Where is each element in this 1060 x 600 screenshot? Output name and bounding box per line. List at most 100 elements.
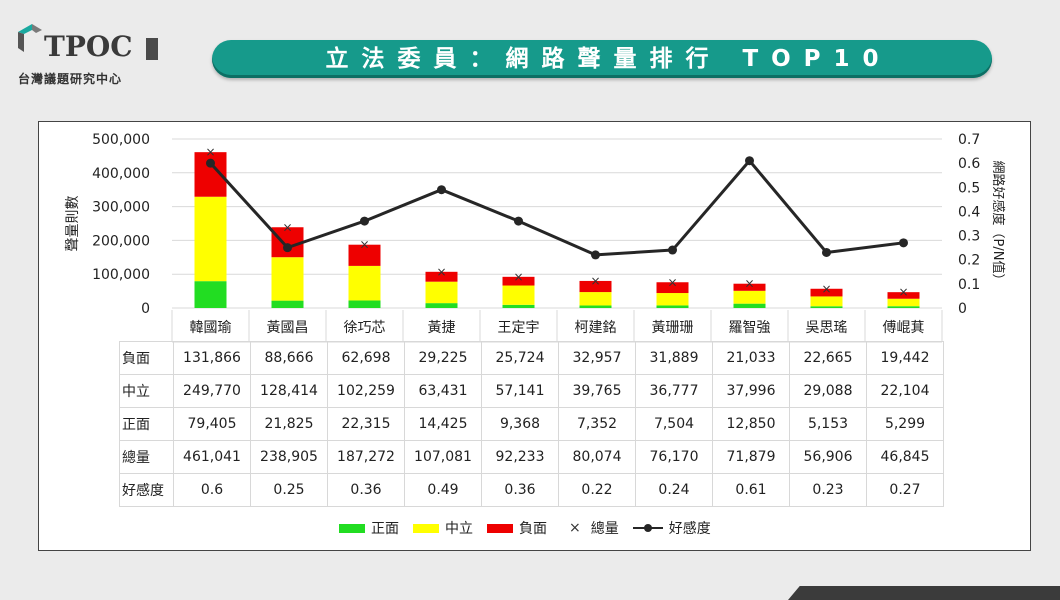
page-title: 立法委員：網路聲量排行 TOP10 — [325, 46, 892, 72]
table-row-label: 好感度 — [119, 473, 174, 507]
x-tick-label: 黃國昌 — [267, 320, 309, 336]
total-marker: × — [282, 220, 292, 234]
bar-segment-positive — [733, 303, 766, 308]
total-marker: × — [744, 277, 754, 291]
table-cell: 0.22 — [558, 473, 636, 507]
logo-text: TPOC — [44, 30, 133, 63]
table-cell: 29,088 — [789, 374, 867, 408]
table-cell: 0.61 — [712, 473, 790, 507]
legend-label-positive: 正面 — [371, 521, 399, 537]
x-tick-label: 吳思瑤 — [806, 320, 848, 336]
legend-swatch-negative — [487, 523, 513, 533]
table-cell: 71,879 — [712, 440, 790, 474]
table-cell: 19,442 — [866, 341, 944, 375]
tpoc-logo: TPOC 台灣議題研究中心 — [14, 18, 164, 90]
total-marker: × — [590, 274, 600, 288]
table-cell: 7,352 — [558, 407, 636, 441]
table-cell: 7,504 — [635, 407, 713, 441]
y-tick-label: 400,000 — [92, 166, 150, 182]
legend-item-total: × 總量 — [561, 518, 619, 538]
table-cell: 0.24 — [635, 473, 713, 507]
table-cell: 238,905 — [250, 440, 328, 474]
data-table: 負面 131,866 88,666 62,698 29,225 25,724 32,957 3… — [119, 341, 944, 507]
y-right-tick-label: 0.7 — [958, 132, 980, 148]
favorability-point — [437, 185, 446, 195]
x-tick-label: 傅崐萁 — [883, 320, 925, 336]
x-tick-label: 羅智強 — [729, 320, 771, 336]
legend-label-total: 總量 — [590, 521, 619, 537]
bar-segment-negative — [733, 283, 766, 291]
table-row-label: 正面 — [119, 407, 174, 441]
y-right-tick-label: 0.6 — [958, 156, 980, 172]
table-cell: 21,825 — [250, 407, 328, 441]
volume-chart: 500,000 400,000 300,000 200,000 100,000 0 0.7 0… — [64, 132, 1006, 343]
x-tick-label: 王定宇 — [498, 320, 540, 336]
legend-item-neutral: 中立 — [413, 518, 473, 538]
logo-seal-icon — [146, 38, 158, 60]
table-cell: 80,074 — [558, 440, 636, 474]
total-marker: × — [821, 282, 831, 296]
bar-segment-positive — [810, 306, 843, 308]
y-right-tick-label: 0.2 — [958, 253, 980, 269]
table-cell: 461,041 — [173, 440, 251, 474]
table-cell: 92,233 — [481, 440, 559, 474]
y-tick-label: 300,000 — [92, 200, 150, 216]
bar-segment-neutral — [810, 296, 843, 307]
bar-segment-negative — [656, 282, 689, 294]
table-row-label: 負面 — [119, 341, 174, 375]
total-marker: × — [359, 238, 369, 252]
table-cell: 31,889 — [635, 341, 713, 375]
favorability-line — [209, 159, 904, 257]
table-cell: 22,665 — [789, 341, 867, 375]
total-marker: × — [667, 275, 677, 289]
table-cell: 56,906 — [789, 440, 867, 474]
table-cell: 14,425 — [404, 407, 482, 441]
table-cell: 25,724 — [481, 341, 559, 375]
table-cell: 63,431 — [404, 374, 482, 408]
y-right-tick-label: 0.4 — [958, 204, 980, 220]
bar-segment-neutral — [656, 293, 689, 306]
x-tick-label: 柯建銘 — [575, 320, 617, 336]
legend-marker-x-icon: × — [569, 520, 581, 536]
table-cell: 12,850 — [712, 407, 790, 441]
title-banner: 立法委員：網路聲量排行 TOP10 — [212, 40, 992, 78]
bar-segment-negative — [579, 280, 612, 293]
table-cell: 131,866 — [173, 341, 251, 375]
table-cell: 249,770 — [173, 374, 251, 408]
favorability-point — [206, 158, 215, 168]
x-tick-label: 徐巧芯 — [344, 320, 386, 336]
total-marker: × — [205, 145, 215, 159]
y-right-tick-label: 0.3 — [958, 229, 980, 245]
table-cell: 128,414 — [250, 374, 328, 408]
table-cell: 0.36 — [327, 473, 405, 507]
bar-segment-neutral — [887, 298, 920, 307]
table-cell: 9,368 — [481, 407, 559, 441]
logo-mark-icon — [18, 24, 42, 52]
y-tick-label: 0 — [141, 301, 150, 317]
legend-swatch-positive — [339, 523, 365, 533]
table-cell: 187,272 — [327, 440, 405, 474]
bar-segment-positive — [579, 305, 612, 308]
chart-legend: 正面 中立 負面 × 總量 好感度 — [339, 518, 725, 538]
table-cell: 76,170 — [635, 440, 713, 474]
y-axis-title: 聲量則數 — [64, 196, 81, 252]
bar-segment-neutral — [194, 196, 227, 282]
bar-segment-negative — [271, 227, 304, 258]
bar-segment-positive — [502, 304, 535, 308]
y-right-tick-label: 0.5 — [958, 180, 980, 196]
favorability-point — [591, 250, 600, 260]
table-cell: 5,153 — [789, 407, 867, 441]
favorability-point — [822, 247, 831, 257]
bar-segment-neutral — [425, 281, 458, 304]
table-row-label: 中立 — [119, 374, 174, 408]
legend-label-line: 好感度 — [668, 521, 711, 537]
table-row: 總量 461,041 238,905 187,272 107,081 92,233 80,0… — [119, 440, 944, 474]
table-row: 好感度 0.6 0.25 0.36 0.49 0.36 0.22 0.24 0.61 0.23 0.… — [119, 473, 944, 507]
legend-item-positive: 正面 — [339, 518, 399, 538]
table-cell: 0.6 — [173, 473, 251, 507]
x-tick-label: 黃珊珊 — [652, 320, 694, 336]
table-cell: 5,299 — [866, 407, 944, 441]
total-marker: × — [436, 265, 446, 279]
bar-segment-positive — [887, 306, 920, 308]
legend-label-neutral: 中立 — [445, 521, 473, 537]
